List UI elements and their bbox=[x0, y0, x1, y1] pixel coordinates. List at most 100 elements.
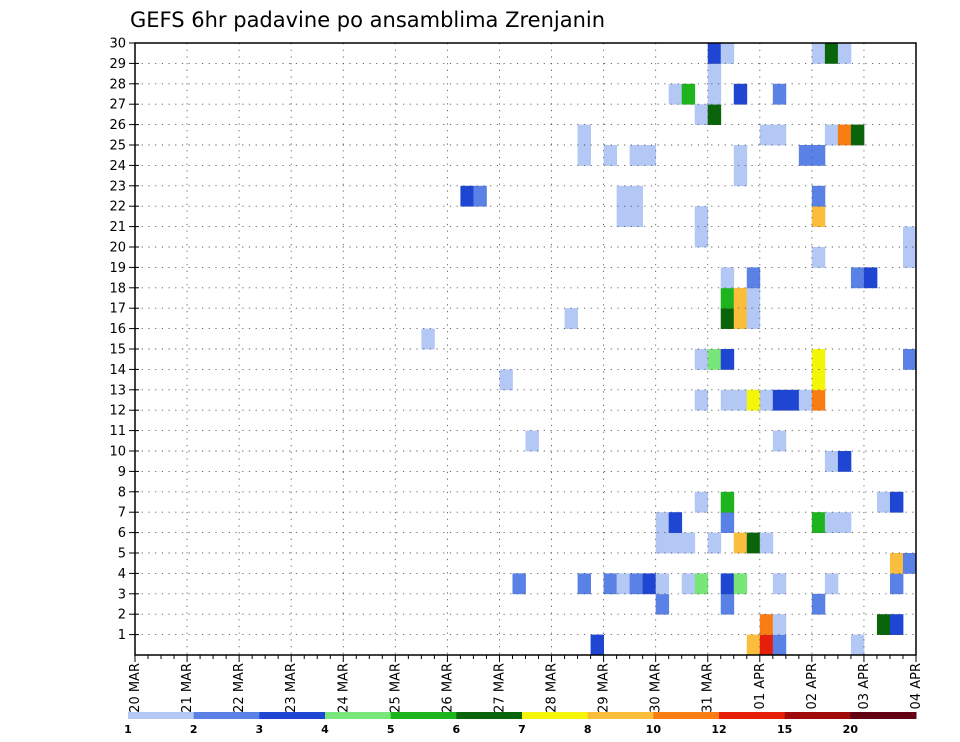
precip-cell bbox=[720, 349, 735, 370]
y-tick-label: 20 bbox=[109, 241, 126, 256]
precip-cell bbox=[694, 349, 709, 370]
precip-cell bbox=[473, 185, 487, 207]
precip-cell bbox=[720, 573, 735, 595]
precip-cell bbox=[681, 532, 696, 554]
y-tick-label: 8 bbox=[118, 485, 126, 500]
colorbar-label: 7 bbox=[518, 723, 526, 736]
colorbar-swatch bbox=[193, 712, 260, 719]
precip-cell bbox=[837, 451, 852, 472]
precip-cell bbox=[655, 512, 670, 533]
y-tick-label: 1 bbox=[118, 628, 126, 643]
precip-cell bbox=[707, 349, 722, 370]
chart-title: GEFS 6hr padavine po ansamblima Zrenjani… bbox=[130, 8, 605, 32]
precip-cell bbox=[863, 267, 878, 289]
colorbar-label: 20 bbox=[843, 723, 859, 736]
precip-cell bbox=[733, 532, 748, 554]
precip-cell bbox=[590, 634, 604, 656]
precip-cell bbox=[733, 287, 748, 309]
colorbar-swatch bbox=[325, 712, 392, 719]
x-tick-label: 20 MAR bbox=[128, 663, 143, 713]
y-tick-label: 4 bbox=[118, 567, 126, 582]
y-tick-label: 6 bbox=[118, 526, 126, 541]
precip-cell bbox=[733, 389, 748, 411]
precip-cell bbox=[798, 389, 813, 411]
colorbar: 1 2 3 4 5 6 7 8 10 12 15 20 bbox=[124, 712, 917, 736]
precip-cell bbox=[733, 145, 748, 166]
precip-cell bbox=[759, 532, 774, 554]
precip-cell bbox=[837, 124, 852, 146]
colorbar-swatch bbox=[653, 712, 720, 719]
y-tick-label: 29 bbox=[109, 57, 126, 72]
precip-cell bbox=[733, 83, 748, 105]
colorbar-swatch bbox=[390, 712, 457, 719]
precip-cells bbox=[421, 43, 917, 656]
precip-cell bbox=[902, 226, 917, 248]
y-tick-label: 24 bbox=[109, 159, 126, 174]
precip-cell bbox=[694, 226, 709, 248]
precip-cell bbox=[707, 104, 722, 125]
precip-cell bbox=[668, 532, 683, 554]
precip-cell bbox=[798, 145, 813, 166]
precip-cell bbox=[720, 308, 735, 329]
precip-cell bbox=[694, 389, 709, 411]
precip-cell bbox=[811, 593, 826, 615]
precip-cell bbox=[759, 389, 774, 411]
y-tick-label: 17 bbox=[109, 302, 126, 317]
precip-cell bbox=[811, 43, 826, 64]
precip-cell bbox=[707, 63, 722, 85]
precip-cell bbox=[668, 83, 683, 105]
precip-cell bbox=[629, 185, 644, 207]
precip-cell bbox=[629, 145, 644, 166]
precip-cell bbox=[811, 206, 826, 227]
colorbar-swatch bbox=[456, 712, 523, 719]
precip-cell bbox=[889, 491, 904, 513]
precip-cell bbox=[850, 124, 865, 146]
colorbar-label: 10 bbox=[646, 723, 662, 736]
colorbar-swatch bbox=[587, 712, 654, 719]
y-tick-label: 10 bbox=[109, 445, 126, 460]
y-tick-label: 21 bbox=[109, 220, 126, 235]
precip-cell bbox=[642, 145, 657, 166]
precip-cell bbox=[668, 512, 683, 533]
x-tick-label: 29 MAR bbox=[597, 663, 612, 713]
x-tick-label: 28 MAR bbox=[545, 663, 560, 713]
colorbar-swatch bbox=[719, 712, 786, 719]
precip-cell bbox=[876, 614, 891, 635]
y-tick-label: 25 bbox=[109, 139, 126, 154]
x-tick-label: 01 APR bbox=[753, 663, 768, 709]
precip-cell bbox=[655, 573, 670, 595]
precip-cell bbox=[525, 430, 539, 452]
y-tick-label: 26 bbox=[109, 118, 126, 133]
precip-cell bbox=[421, 328, 435, 350]
y-axis: 1234567891011121314151617181920212223242… bbox=[109, 37, 139, 656]
y-tick-label: 28 bbox=[109, 77, 126, 92]
y-tick-label: 3 bbox=[118, 587, 126, 602]
y-tick-label: 9 bbox=[118, 465, 126, 480]
precip-cell bbox=[811, 247, 826, 268]
colorbar-label: 3 bbox=[256, 723, 264, 736]
precip-cell bbox=[850, 267, 865, 289]
precip-cell bbox=[577, 145, 591, 166]
precip-cell bbox=[616, 573, 631, 595]
precip-cell bbox=[733, 573, 748, 595]
precip-cell bbox=[824, 124, 839, 146]
precip-cell bbox=[902, 553, 917, 574]
colorbar-swatch bbox=[522, 712, 589, 719]
precip-cell bbox=[694, 206, 709, 227]
precip-cell bbox=[824, 512, 839, 533]
precip-cell bbox=[681, 83, 696, 105]
precip-cell bbox=[772, 614, 787, 635]
precip-cell bbox=[746, 634, 761, 656]
precip-cell bbox=[746, 532, 761, 554]
y-tick-label: 11 bbox=[109, 424, 126, 439]
precip-cell bbox=[694, 573, 709, 595]
precip-cell bbox=[889, 614, 904, 635]
precip-cell bbox=[811, 389, 826, 411]
colorbar-label: 4 bbox=[321, 723, 329, 736]
y-tick-label: 30 bbox=[109, 37, 126, 52]
precip-cell bbox=[759, 124, 774, 146]
precip-cell bbox=[681, 573, 696, 595]
precip-cell bbox=[707, 83, 722, 105]
precip-cell bbox=[733, 165, 748, 187]
